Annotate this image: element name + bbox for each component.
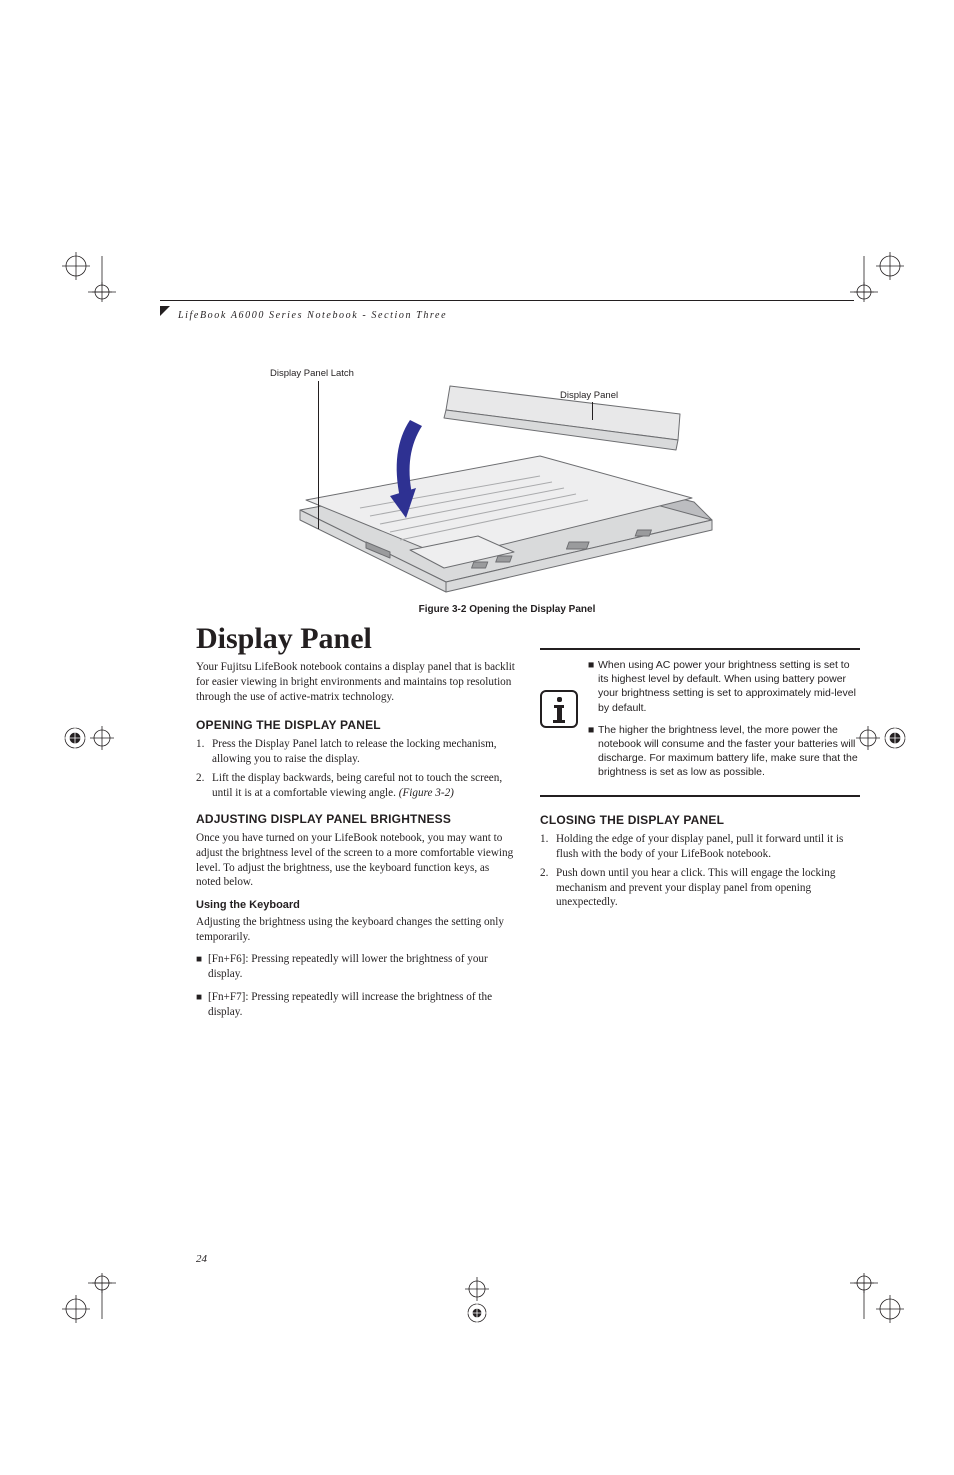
adjusting-paragraph: Once you have turned on your LifeBook no… <box>196 831 516 890</box>
step-body: Lift the display backwards, being carefu… <box>212 772 502 799</box>
info-list: ■When using AC power your brightness set… <box>588 658 860 787</box>
page-title: Display Panel <box>196 622 372 656</box>
list-item: ■When using AC power your brightness set… <box>588 658 860 715</box>
intro-paragraph: Your Fujitsu LifeBook notebook contains … <box>196 660 516 704</box>
info-icon <box>540 690 578 728</box>
brightness-bullets: ■[Fn+F6]: Pressing repeatedly will lower… <box>196 952 516 1019</box>
step-text: Push down until you hear a click. This w… <box>556 866 860 910</box>
reg-mark-tl <box>58 248 118 308</box>
heading-adjusting: ADJUSTING DISPLAY PANEL BRIGHTNESS <box>196 812 516 828</box>
list-item: 2.Push down until you hear a click. This… <box>540 866 860 910</box>
heading-opening: OPENING THE DISPLAY PANEL <box>196 718 516 734</box>
step-text: Holding the edge of your display panel, … <box>556 832 860 862</box>
callout-panel: Display Panel <box>560 390 618 401</box>
reg-mark-bc <box>452 1275 502 1325</box>
page-number: 24 <box>196 1253 207 1265</box>
step-text: Press the Display Panel latch to release… <box>212 737 516 767</box>
keyboard-paragraph: Adjusting the brightness using the keybo… <box>196 915 516 945</box>
list-item: 1.Press the Display Panel latch to relea… <box>196 737 516 767</box>
list-item: ■[Fn+F7]: Pressing repeatedly will incre… <box>196 990 516 1020</box>
figure-ref: (Figure 3-2) <box>396 787 454 799</box>
bullet-text: [Fn+F6]: Pressing repeatedly will lower … <box>208 952 516 982</box>
list-item: ■The higher the brightness level, the mo… <box>588 723 860 780</box>
reg-mark-mr <box>854 720 908 756</box>
laptop-illustration <box>240 380 740 600</box>
callout-panel-line <box>592 402 593 420</box>
opening-steps: 1.Press the Display Panel latch to relea… <box>196 737 516 800</box>
closing-steps: 1.Holding the edge of your display panel… <box>540 832 860 910</box>
reg-mark-br <box>848 1267 908 1327</box>
list-item: ■[Fn+F6]: Pressing repeatedly will lower… <box>196 952 516 982</box>
heading-closing: CLOSING THE DISPLAY PANEL <box>540 813 860 829</box>
list-item: 2.Lift the display backwards, being care… <box>196 771 516 801</box>
callout-latch-line <box>318 381 319 529</box>
step-text: Lift the display backwards, being carefu… <box>212 771 516 801</box>
running-head: LifeBook A6000 Series Notebook - Section… <box>178 310 447 321</box>
reg-mark-ml <box>62 720 116 756</box>
reg-mark-bl <box>58 1267 118 1327</box>
reg-mark-tr <box>848 248 908 308</box>
column-left: Your Fujitsu LifeBook notebook contains … <box>196 660 516 1027</box>
info-text: The higher the brightness level, the mor… <box>598 723 860 780</box>
list-item: 1.Holding the edge of your display panel… <box>540 832 860 862</box>
info-text: When using AC power your brightness sett… <box>598 658 860 715</box>
column-right: ■When using AC power your brightness set… <box>540 648 860 922</box>
page: LifeBook A6000 Series Notebook - Section… <box>0 0 954 1475</box>
subheading-keyboard: Using the Keyboard <box>196 898 516 913</box>
bullet-text: [Fn+F7]: Pressing repeatedly will increa… <box>208 990 516 1020</box>
figure-caption: Figure 3-2 Opening the Display Panel <box>160 604 854 615</box>
corner-tab <box>160 306 170 316</box>
info-box: ■When using AC power your brightness set… <box>540 648 860 797</box>
callout-latch: Display Panel Latch <box>270 368 354 379</box>
